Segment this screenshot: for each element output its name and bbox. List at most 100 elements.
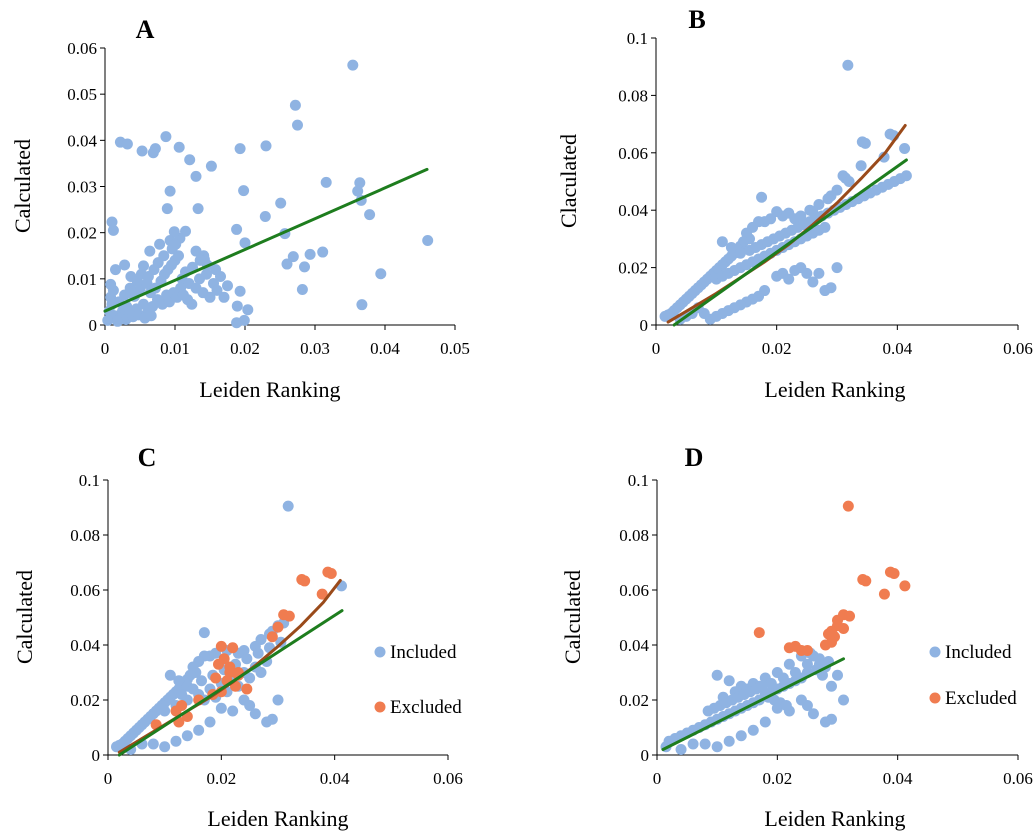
panel-c-excluded-point: [213, 658, 224, 670]
panel-b-data-point: [900, 170, 912, 182]
panel-d-legend-marker-excluded: [929, 692, 941, 704]
panel-a-data-point: [354, 177, 366, 189]
panel-c-included-point: [215, 702, 227, 714]
panel-d-included-point: [777, 672, 789, 684]
panel-a-y-axis-label: Calculated: [10, 139, 35, 233]
panel-d-included-point: [816, 669, 828, 681]
panel-c-included-point: [249, 708, 261, 720]
panel-b-y-tick-label: 0.04: [618, 201, 648, 220]
panel-a-y-tick-label: 0.06: [67, 39, 97, 58]
panel-d-included-point: [807, 708, 819, 720]
panel-b-linear-fit: [672, 158, 908, 327]
panel-c-included-point: [244, 700, 256, 711]
panel-d-x-tick-label: 0.04: [883, 769, 913, 788]
panel-b-x-axis-label: Leiden Ranking: [764, 377, 905, 402]
panel-b-data-point: [734, 247, 746, 259]
panel-d-excluded-point: [860, 575, 872, 587]
panel-d-included-point: [687, 738, 699, 750]
panel-d-included-point: [723, 675, 735, 687]
panel-a-data-point: [347, 59, 359, 71]
panel-a-data-point: [110, 264, 121, 276]
panel-c-included-point: [176, 689, 188, 700]
panel-c-x-tick-label: 0.02: [206, 769, 236, 788]
panel-d-letter: D: [685, 443, 704, 472]
panel-c-included-point: [227, 705, 239, 717]
panel-c-included-point: [173, 675, 185, 687]
panel-a-x-tick-label: 0.01: [160, 339, 190, 358]
panel-c-included-point: [272, 694, 284, 706]
panel-a-data-point: [161, 203, 173, 215]
panel-b-data-point: [804, 204, 816, 216]
panel-a-y-tick-label: 0.05: [67, 85, 97, 104]
panel-b-data-point: [756, 191, 768, 203]
panel-c-included-point: [266, 713, 278, 725]
panel-c-included-point: [193, 724, 205, 736]
panel-b-data-point: [843, 176, 855, 187]
panel-d-excluded-point: [801, 645, 813, 656]
panel-a-data-point: [296, 283, 308, 295]
panel-b-data-point: [813, 267, 825, 279]
panel-c-included-point: [198, 627, 210, 639]
panel-a-data-point: [281, 258, 293, 270]
panel-b-x-tick-label: 0: [652, 339, 661, 358]
panel-c-included-point: [282, 500, 294, 512]
panel-c-included-point: [204, 716, 216, 728]
panel-d-included-point: [711, 741, 723, 753]
panel-c-legend-label-included: Included: [390, 642, 457, 663]
panel-d-included-point: [825, 713, 837, 725]
panel-b-data-point: [825, 282, 837, 294]
panel-c-letter: C: [138, 443, 157, 472]
panel-c-excluded-point: [170, 705, 182, 717]
panel-a-data-point: [164, 185, 176, 197]
panel-a-data-point: [239, 237, 251, 249]
panel-d-y-tick-label: 0: [641, 746, 650, 765]
panel-a-data-point: [204, 291, 216, 303]
panel-a-data-point: [145, 310, 157, 322]
panel-a-y-tick-label: 0.04: [67, 131, 97, 150]
panel-b-y-tick-label: 0.08: [618, 86, 648, 105]
panel-b-data-point: [878, 151, 890, 163]
panel-a-data-point: [292, 119, 303, 131]
panel-b-data-point: [659, 310, 671, 322]
panel-c-x-tick-label: 0: [104, 769, 113, 788]
panel-a-data-point: [124, 282, 136, 294]
panel-c-x-tick-label: 0.04: [320, 769, 350, 788]
panel-c: 0 0.02 0.04 0.06 0.08 0.1 0 0.02 0.04 0.06 Leiden …: [12, 443, 463, 831]
panel-a-data-point: [184, 154, 196, 166]
panel-a-data-point: [375, 268, 387, 280]
panel-a-x-tick-label: 0.03: [300, 339, 330, 358]
panel-c-excluded-point: [215, 640, 227, 652]
panel-a-data-point: [356, 299, 368, 311]
panel-c-included-point: [159, 741, 171, 753]
panel-b-y-tick-label: 0.02: [618, 259, 648, 278]
panel-a-data-point: [234, 285, 246, 297]
panel-a-data-point: [211, 284, 223, 296]
panel-b-data-point: [716, 236, 728, 248]
panel-a-data-point: [170, 238, 182, 250]
panel-a-y-tick-label: 0.03: [67, 178, 97, 197]
panel-a-data-point: [119, 259, 131, 271]
panel-a-data-point: [147, 147, 159, 159]
panel-b-data-point: [819, 221, 831, 233]
panel-a-x-tick-label: 0: [101, 339, 110, 358]
panel-a-data-point: [231, 223, 243, 235]
panel-a-data-point: [317, 246, 329, 258]
panel-a-data-point: [205, 160, 217, 172]
panel-c-excluded-point: [227, 642, 239, 654]
panel-a-x-tick-label: 0.02: [230, 339, 260, 358]
panel-b-data-point: [859, 137, 871, 149]
panel-d-included-point: [801, 700, 813, 711]
panel-d-included-point: [783, 658, 795, 670]
panel-d-included-point: [759, 716, 771, 728]
panel-c-excluded-point: [283, 610, 295, 622]
panel-b-x-tick-label: 0.04: [882, 339, 912, 358]
panel-d-excluded-point: [838, 623, 850, 634]
panel-c-excluded-point: [241, 683, 253, 695]
panel-b: 0 0.02 0.04 0.06 0.08 0.1 0 0.02 0.04 0.06 Leiden …: [556, 5, 1033, 402]
panel-d-excluded-point: [753, 627, 765, 639]
panel-d-excluded-point: [844, 610, 856, 622]
panel-a-data-point: [422, 235, 434, 247]
panel-d-y-tick-label: 0.1: [628, 471, 649, 490]
panel-d-excluded-point: [899, 580, 911, 592]
